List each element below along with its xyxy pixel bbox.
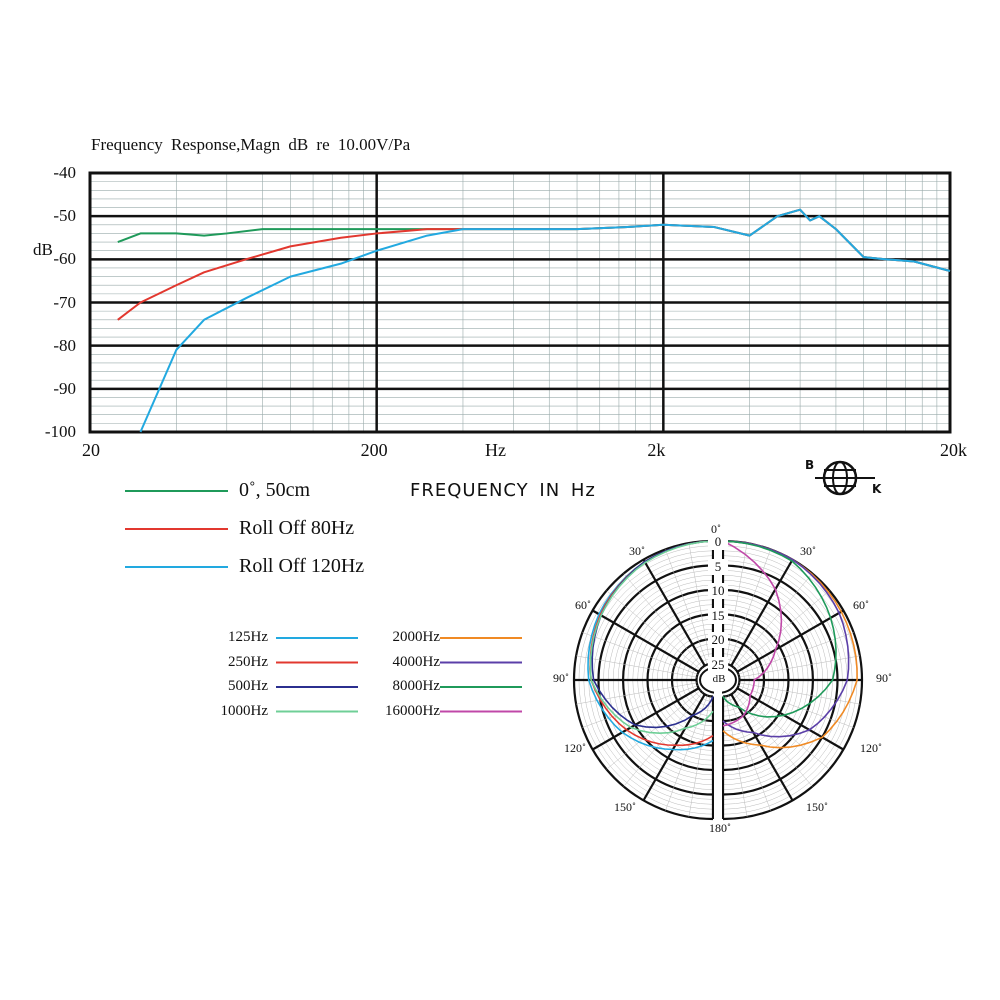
chart-title: Frequency Response,Magn dB re 10.00V/Pa	[91, 135, 411, 154]
polar-spoke	[642, 559, 706, 667]
polar-minor-spoke	[735, 590, 830, 670]
polar-minor-spoke	[738, 685, 854, 728]
y-tick-label: -90	[53, 378, 76, 398]
polar-spoke	[736, 687, 844, 751]
logo-letter-b: B	[805, 458, 815, 472]
polar-legend-label: 8000Hz	[392, 678, 441, 694]
polar-minor-spoke	[739, 655, 860, 678]
polar-minor-spoke	[688, 696, 711, 817]
polar-r-tick: 20	[708, 632, 728, 648]
polar-gap	[714, 540, 722, 560]
polar-angle-label: 90˚	[553, 671, 569, 685]
series-line-2	[139, 208, 951, 433]
polar-minor-spoke	[665, 695, 708, 811]
polar-r-tick: 5	[708, 558, 728, 575]
polar-legend-label: 250Hz	[228, 653, 268, 670]
polar-minor-spoke	[582, 632, 698, 675]
polar-series-16000Hz	[722, 540, 783, 727]
polar-spoke	[592, 687, 700, 751]
polar-r-tick: 25	[708, 656, 728, 673]
polar-r-tick: 10	[708, 583, 728, 599]
polar-series-1000Hz	[589, 540, 714, 735]
x-unit-label: Hz	[485, 440, 506, 460]
polar-angle-label: 0˚	[711, 522, 721, 536]
polar-spoke	[736, 609, 844, 673]
polar-angle-label: 90˚	[876, 671, 892, 685]
polar-series-500Hz	[591, 540, 714, 729]
polar-angle-label: 150˚	[806, 800, 828, 814]
legend-label: Roll Off 80Hz	[239, 517, 355, 539]
polar-minor-spoke	[725, 696, 748, 817]
polar-spoke	[592, 609, 700, 673]
polar-legend-label: 2000Hz	[392, 629, 441, 645]
series-line-0	[117, 208, 951, 272]
polar-legend-label: 500Hz	[228, 678, 268, 694]
polar-angle-label: 60˚	[853, 598, 869, 612]
polar-minor-spoke	[733, 573, 813, 668]
polar-minor-spoke	[739, 682, 860, 705]
x-axis-label: FREQUENCY IN Hz	[410, 480, 596, 501]
polar-gap	[714, 560, 722, 825]
polar-legend-label: 1000Hz	[220, 702, 269, 719]
polar-angle-label: 30˚	[800, 544, 816, 558]
polar-angle-label: 150˚	[614, 800, 636, 814]
polar-minor-spoke	[623, 692, 703, 787]
polar-minor-spoke	[665, 549, 708, 665]
y-tick-label: -50	[53, 206, 76, 226]
polar-angle-label: 120˚	[564, 741, 586, 755]
y-tick-label: -60	[53, 249, 76, 269]
legend-label: 0˚, 50cm	[239, 479, 311, 501]
polar-minor-spoke	[688, 543, 711, 664]
polar-r-label: dB	[712, 673, 726, 685]
polar-angle-label: 30˚	[629, 544, 645, 558]
polar-legend-label: 125Hz	[228, 629, 268, 645]
y-tick-label: -70	[53, 292, 76, 312]
polar-r-tick: 0	[708, 534, 728, 550]
polar-r-tick: 15	[708, 607, 728, 624]
polar-minor-spoke	[728, 549, 771, 665]
y-tick-label: -40	[53, 163, 76, 182]
logo-letter-k: K	[872, 482, 882, 496]
plot-frame	[88, 171, 952, 434]
polar-minor-spoke	[725, 543, 748, 664]
polar-angle-label: 120˚	[860, 741, 882, 755]
polar-spoke	[730, 559, 794, 667]
polar-minor-spoke	[735, 690, 830, 770]
polar-angle-label: 180˚	[709, 821, 731, 835]
x-tick-label: 2k	[647, 440, 666, 460]
polar-series-8000Hz	[722, 540, 837, 718]
x-tick-label: 200	[360, 440, 388, 460]
polar-minor-spoke	[606, 590, 701, 670]
polar-legend-label: 4000Hz	[392, 653, 441, 670]
polar-minor-spoke	[728, 695, 771, 811]
bk-logo: B K	[805, 458, 885, 498]
legend-label: Roll Off 120Hz	[239, 555, 365, 577]
polar-minor-spoke	[582, 685, 698, 728]
y-tick-label: -80	[53, 335, 76, 355]
x-tick-label: 20	[82, 440, 100, 460]
polar-angle-label: 60˚	[575, 598, 591, 612]
y-tick-label: -100	[44, 422, 76, 441]
polar-minor-spoke	[576, 655, 697, 678]
x-tick-label: 20k	[940, 440, 967, 460]
polar-series-4000Hz	[722, 540, 850, 738]
y-axis-label: dB	[33, 240, 53, 259]
polar-minor-spoke	[623, 573, 703, 668]
polar-spoke	[730, 693, 794, 801]
polar-legend-label: 16000Hz	[385, 702, 440, 719]
polar-minor-spoke	[606, 690, 701, 770]
polar-spoke	[642, 693, 706, 801]
